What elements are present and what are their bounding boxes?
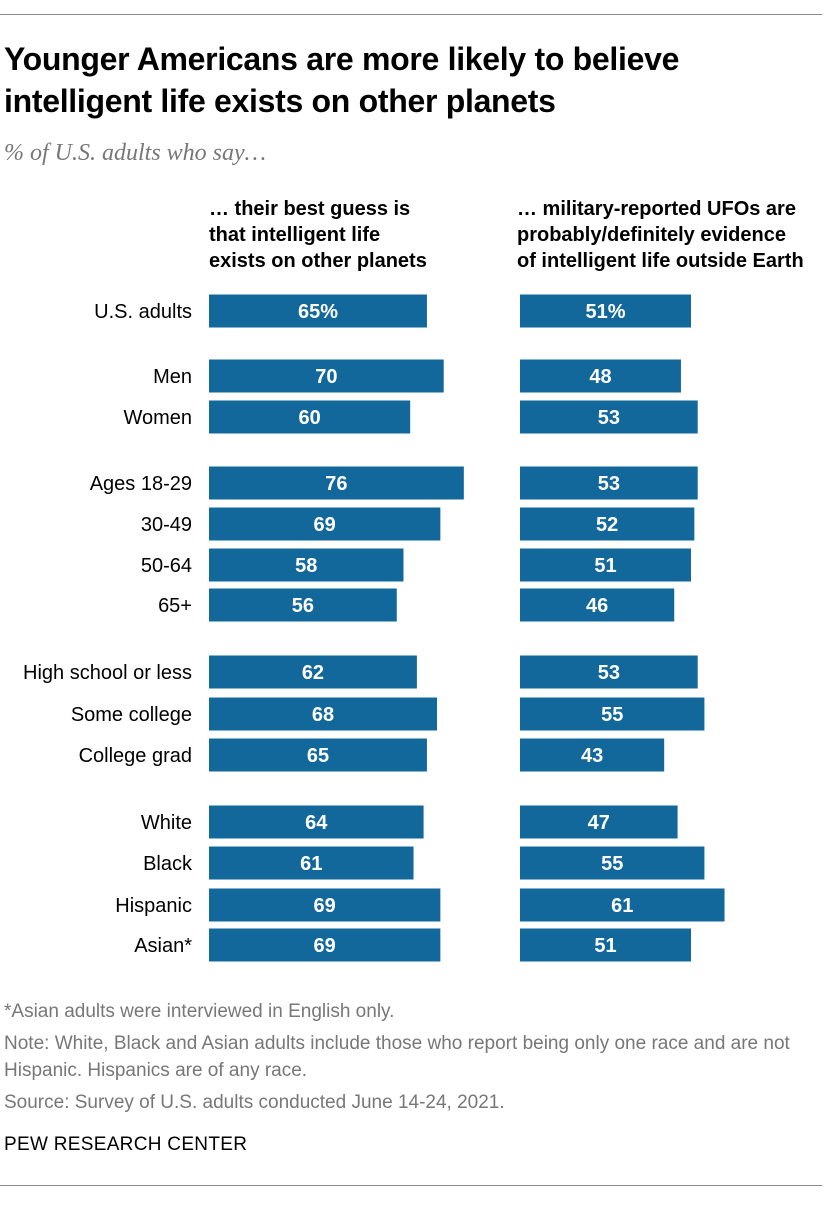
bar-life — [209, 507, 441, 541]
data-label: 43 — [581, 745, 603, 767]
bar-ufo — [520, 507, 695, 541]
bar-ufo — [520, 466, 698, 500]
bar-life — [209, 846, 414, 880]
chart-subtitle: % of U.S. adults who say… — [4, 140, 267, 166]
data-label: 51 — [594, 935, 616, 957]
data-label: 69 — [314, 935, 336, 957]
bar-life — [209, 805, 424, 839]
bar-life — [209, 888, 441, 922]
bar-life — [209, 928, 441, 962]
bar-life — [209, 655, 417, 689]
data-label: 52 — [596, 514, 618, 536]
data-label: 47 — [588, 812, 610, 834]
category-label: Some college — [71, 704, 192, 726]
data-label: 51 — [594, 555, 616, 577]
category-label: Hispanic — [115, 895, 192, 917]
bar-ufo — [520, 888, 725, 922]
bar-ufo — [520, 928, 692, 962]
category-label: 30-49 — [141, 514, 192, 536]
bar-ufo — [520, 738, 665, 772]
data-label: 70 — [315, 366, 337, 388]
data-label: 48 — [589, 366, 611, 388]
chart-title: Younger Americans are more likely to bel… — [4, 41, 680, 119]
data-label: 69 — [314, 895, 336, 917]
data-label: 56 — [292, 595, 314, 617]
data-label: 68 — [312, 704, 334, 726]
bar-ufo — [520, 805, 678, 839]
brand-logo-text: PEW RESEARCH CENTER — [4, 1134, 248, 1155]
data-label: 65% — [298, 301, 338, 323]
category-label: 65+ — [158, 595, 192, 617]
bar-ufo — [520, 655, 698, 689]
bar-ufo — [520, 588, 675, 622]
footnote-note: Note: White, Black and Asian adults incl… — [4, 1033, 790, 1081]
bar-ufo — [520, 846, 705, 880]
data-label: 64 — [305, 812, 328, 834]
data-label: 53 — [598, 662, 620, 684]
bar-life — [209, 294, 427, 328]
bar-life — [209, 588, 397, 622]
bottom-rule — [0, 1185, 822, 1186]
bar-ufo — [520, 294, 692, 328]
bar-ufo — [520, 400, 698, 434]
bar-life — [209, 738, 427, 772]
bar-chart: U.S. adults 65% 51% Men 70 48 Women 60 53 Ages 18… — [23, 294, 725, 962]
data-label: 65 — [307, 745, 329, 767]
bar-life — [209, 359, 444, 393]
data-label: 55 — [601, 853, 623, 875]
data-label: 51% — [585, 301, 625, 323]
data-label: 61 — [611, 895, 633, 917]
data-label: 53 — [598, 473, 620, 495]
bar-ufo — [520, 359, 681, 393]
category-label: Women — [123, 407, 192, 429]
column-header-left: … their best guess is that intelligent l… — [209, 198, 427, 272]
bar-life — [209, 697, 438, 731]
category-label: Asian* — [134, 935, 192, 957]
category-label: Ages 18-29 — [90, 473, 192, 495]
data-label: 76 — [325, 473, 347, 495]
data-label: 61 — [300, 853, 322, 875]
bar-ufo — [520, 548, 692, 582]
category-label: Men — [153, 366, 192, 388]
data-label: 55 — [601, 704, 623, 726]
data-label: 53 — [598, 407, 620, 429]
category-label: White — [141, 812, 192, 834]
footnote-asian: *Asian adults were interviewed in Englis… — [4, 1001, 395, 1022]
category-label: High school or less — [23, 662, 192, 684]
bar-ufo — [520, 697, 705, 731]
category-label: 50-64 — [141, 555, 192, 577]
category-label: U.S. adults — [94, 301, 192, 323]
bar-life — [209, 466, 464, 500]
data-label: 58 — [295, 555, 317, 577]
data-label: 69 — [314, 514, 336, 536]
category-label: Black — [143, 853, 193, 875]
bar-life — [209, 400, 411, 434]
data-label: 46 — [586, 595, 608, 617]
bar-life — [209, 548, 404, 582]
column-header-right: … military-reported UFOs are probably/de… — [517, 198, 804, 272]
data-label: 62 — [302, 662, 324, 684]
top-rule — [0, 14, 822, 15]
data-label: 60 — [298, 407, 320, 429]
footnote-source: Source: Survey of U.S. adults conducted … — [4, 1092, 505, 1113]
category-label: College grad — [79, 745, 192, 767]
